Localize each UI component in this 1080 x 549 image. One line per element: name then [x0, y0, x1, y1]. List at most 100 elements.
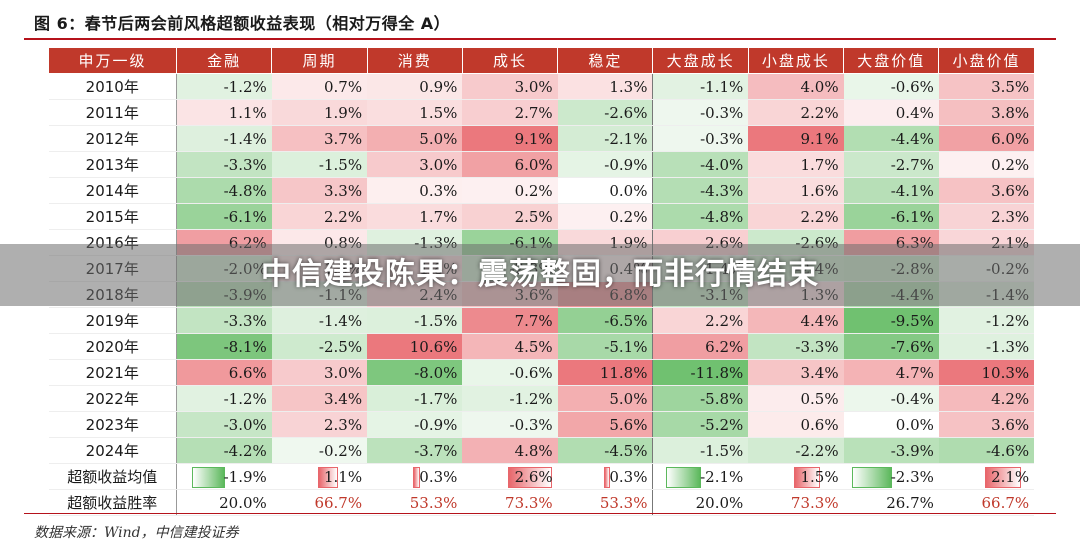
column-header: 稳定 [557, 47, 654, 74]
average-cell: 0.3% [557, 463, 654, 490]
value-cell: -4.6% [938, 437, 1035, 464]
value-cell: 0.2% [462, 177, 558, 204]
value-cell: 3.0% [462, 73, 558, 100]
average-cell: 1.1% [271, 463, 368, 490]
source-note: 数据来源：Wind，中信建投证券 [34, 525, 239, 541]
value-cell: 1.6% [748, 177, 844, 204]
value-cell: 2.2% [748, 99, 844, 126]
table-row: 2021年 6.6% 3.0% -8.0% -0.6% 11.8% -11.8% 3.4% 4.… [48, 359, 1035, 386]
value-cell: 0.2% [557, 203, 654, 230]
value-cell: -4.0% [652, 151, 749, 178]
value-cell: 0.9% [367, 73, 463, 100]
value-cell: -9.5% [843, 307, 939, 334]
value-cell: -0.3% [462, 411, 558, 438]
table-row: 2022年 -1.2% 3.4% -1.7% -1.2% 5.0% -5.8% 0.5% -0.… [48, 385, 1035, 412]
value-cell: 1.3% [557, 73, 654, 100]
value-cell: -3.3% [176, 307, 272, 334]
value-cell: 2.3% [938, 203, 1035, 230]
average-bar [852, 467, 892, 488]
value-cell: -3.0% [176, 411, 272, 438]
value-cell: -2.7% [843, 151, 939, 178]
value-cell: 4.0% [748, 73, 844, 100]
value-cell: 2.2% [652, 307, 749, 334]
value-cell: 2.3% [271, 411, 368, 438]
value-cell: 4.2% [938, 385, 1035, 412]
value-cell: 6.0% [462, 151, 558, 178]
value-cell: -2.6% [557, 99, 654, 126]
column-header: 申万一级 [48, 47, 177, 74]
average-value: -2.3% [890, 467, 934, 486]
value-cell: 0.3% [367, 177, 463, 204]
value-cell: -1.2% [462, 385, 558, 412]
value-cell: 0.0% [843, 411, 939, 438]
average-value: -2.1% [700, 467, 744, 486]
row-label: 2020年 [48, 333, 177, 360]
win-rate-cell: 73.3% [462, 489, 558, 516]
value-cell: 5.0% [557, 385, 654, 412]
value-cell: -0.3% [652, 99, 749, 126]
win-rate-cell: 73.3% [748, 489, 844, 516]
row-label: 2014年 [48, 177, 177, 204]
column-header: 成长 [461, 47, 559, 74]
average-value: 0.3% [419, 467, 458, 486]
value-cell: -0.9% [367, 411, 463, 438]
win-rate-cell: 66.7% [271, 489, 368, 516]
average-bar [413, 467, 420, 488]
table-row: 2020年 -8.1% -2.5% 10.6% 4.5% -5.1% 6.2% -3.3% -7… [48, 333, 1035, 360]
value-cell: -4.8% [176, 177, 272, 204]
table-row: 2015年 -6.1% 2.2% 1.7% 2.5% 0.2% -4.8% 2.2% -6.1%… [48, 203, 1035, 230]
average-value: 0.3% [609, 467, 648, 486]
column-header: 大盘成长 [652, 47, 749, 74]
average-cell: -2.3% [843, 463, 939, 490]
average-cell: 1.5% [748, 463, 844, 490]
average-bar [665, 467, 702, 488]
value-cell: -0.4% [843, 385, 939, 412]
value-cell: -1.5% [652, 437, 749, 464]
value-cell: 5.0% [367, 125, 463, 152]
table-row: 2024年 -4.2% -0.2% -3.7% 4.8% -4.5% -1.5% -2.2% -… [48, 437, 1035, 464]
value-cell: 6.2% [652, 333, 749, 360]
value-cell: 2.5% [462, 203, 558, 230]
value-cell: -2.1% [557, 125, 654, 152]
value-cell: -4.2% [176, 437, 272, 464]
row-label: 2021年 [48, 359, 177, 386]
value-cell: -1.5% [271, 151, 368, 178]
column-header: 大盘价值 [843, 47, 940, 74]
value-cell: -2.2% [748, 437, 844, 464]
value-cell: 9.1% [748, 125, 844, 152]
average-bar [603, 467, 611, 488]
value-cell: 3.4% [748, 359, 844, 386]
value-cell: -0.9% [557, 151, 654, 178]
value-cell: -4.3% [652, 177, 749, 204]
value-cell: -1.5% [367, 307, 463, 334]
win-rate-cell: 53.3% [367, 489, 463, 516]
value-cell: 1.7% [748, 151, 844, 178]
value-cell: 10.6% [367, 333, 463, 360]
header-row: 申万一级 金融 周期 消费 成长 稳定 大盘成长 小盘成长 大盘价值 小盘价值 [48, 47, 1035, 74]
table-row: 2019年 -3.3% -1.4% -1.5% 7.7% -6.5% 2.2% 4.4% -9.… [48, 307, 1035, 334]
bottom-rule [24, 513, 1056, 514]
value-cell: -0.3% [652, 125, 749, 152]
value-cell: -1.2% [176, 385, 272, 412]
value-cell: -5.1% [557, 333, 654, 360]
row-label: 超额收益胜率 [48, 489, 177, 516]
table-body: 2010年 -1.2% 0.7% 0.9% 3.0% 1.3% -1.1% 4.0% -0.6%… [48, 73, 1035, 516]
average-cell: 2.1% [938, 463, 1035, 490]
average-cell: 0.3% [367, 463, 463, 490]
value-cell: 5.6% [557, 411, 654, 438]
average-cell: -2.1% [652, 463, 749, 490]
value-cell: -5.2% [652, 411, 749, 438]
average-bar [317, 467, 338, 488]
row-label: 2019年 [48, 307, 177, 334]
average-bar [794, 467, 821, 488]
column-header: 小盘价值 [938, 47, 1035, 74]
value-cell: -8.1% [176, 333, 272, 360]
value-cell: 6.6% [176, 359, 272, 386]
value-cell: 3.0% [271, 359, 368, 386]
value-cell: 2.2% [271, 203, 368, 230]
value-cell: 6.0% [938, 125, 1035, 152]
average-value: 2.1% [991, 467, 1030, 486]
top-rule [24, 38, 1056, 40]
value-cell: 0.5% [748, 385, 844, 412]
value-cell: 0.0% [557, 177, 654, 204]
